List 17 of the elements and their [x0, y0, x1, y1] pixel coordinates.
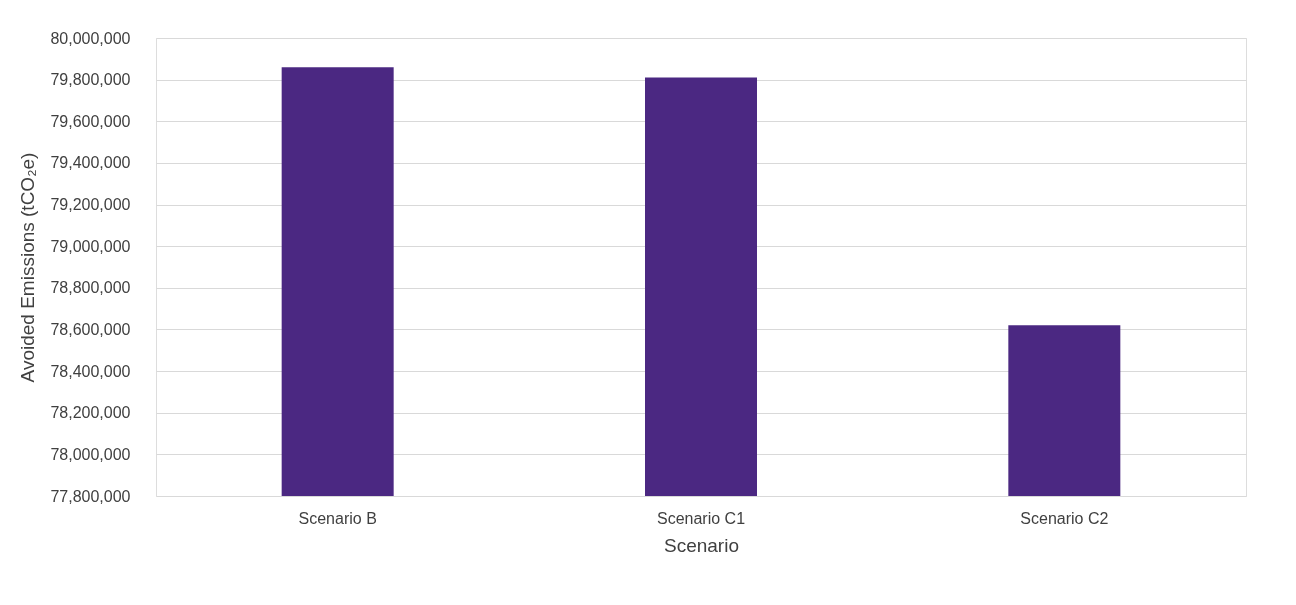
y-tick-label: 80,000,000: [50, 29, 131, 47]
x-tick-label: Scenario C2: [1020, 509, 1109, 527]
y-tick-label: 79,400,000: [50, 154, 131, 172]
x-tick-label: Scenario C1: [656, 509, 746, 527]
y-tick-label: 79,000,000: [50, 237, 131, 255]
y-tick-label: 79,600,000: [50, 112, 131, 130]
y-tick-label: 79,800,000: [50, 71, 131, 89]
y-axis-title: Avoided Emissions (tCO₂e): [17, 152, 39, 383]
y-tick-label: 78,400,000: [50, 362, 131, 380]
y-tick-label: 78,000,000: [50, 445, 131, 463]
x-axis-title: Scenario: [664, 534, 739, 556]
x-tick-label: Scenario B: [298, 509, 377, 527]
y-tick-label: 78,600,000: [50, 320, 131, 338]
y-tick-label: 77,800,000: [50, 487, 131, 505]
y-tick-label: 78,800,000: [50, 279, 131, 297]
y-tick-label: 79,200,000: [50, 196, 131, 214]
y-tick-label: 78,200,000: [50, 404, 131, 422]
